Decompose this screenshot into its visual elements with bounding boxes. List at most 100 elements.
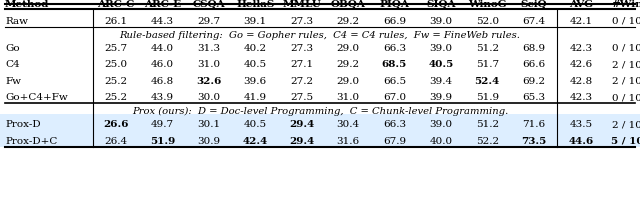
Text: 52.2: 52.2 bbox=[476, 136, 499, 145]
Text: WinoG: WinoG bbox=[468, 0, 506, 9]
Text: 43.9: 43.9 bbox=[151, 93, 174, 102]
Text: 0 / 10: 0 / 10 bbox=[612, 93, 640, 102]
Text: SciQ: SciQ bbox=[520, 0, 547, 9]
Text: 2 / 10: 2 / 10 bbox=[612, 60, 640, 69]
Text: 25.2: 25.2 bbox=[104, 77, 127, 86]
Text: 42.8: 42.8 bbox=[570, 77, 593, 86]
Text: CSQA: CSQA bbox=[193, 0, 225, 9]
Text: 26.1: 26.1 bbox=[104, 16, 127, 26]
Text: C4: C4 bbox=[5, 60, 20, 69]
Text: 27.3: 27.3 bbox=[290, 44, 313, 53]
Text: 46.8: 46.8 bbox=[151, 77, 174, 86]
Text: 65.3: 65.3 bbox=[522, 93, 545, 102]
Text: 29.7: 29.7 bbox=[197, 16, 220, 26]
Text: 51.9: 51.9 bbox=[150, 136, 175, 145]
Text: 40.5: 40.5 bbox=[244, 120, 267, 129]
Text: OBQA: OBQA bbox=[331, 0, 365, 9]
Text: 66.9: 66.9 bbox=[383, 16, 406, 26]
Text: 27.3: 27.3 bbox=[290, 16, 313, 26]
Text: 42.3: 42.3 bbox=[570, 93, 593, 102]
Text: 2 / 10: 2 / 10 bbox=[612, 77, 640, 86]
Text: 30.4: 30.4 bbox=[337, 120, 360, 129]
Text: 51.9: 51.9 bbox=[476, 93, 499, 102]
Text: 44.0: 44.0 bbox=[151, 44, 174, 53]
Text: 66.5: 66.5 bbox=[383, 77, 406, 86]
Text: 30.0: 30.0 bbox=[197, 93, 220, 102]
Text: 31.0: 31.0 bbox=[197, 60, 220, 69]
Text: 73.5: 73.5 bbox=[521, 136, 546, 145]
Text: 71.6: 71.6 bbox=[522, 120, 545, 129]
Text: 31.0: 31.0 bbox=[337, 93, 360, 102]
Text: Prox (ours):  D = Doc-level Programming,  C = Chunk-level Programming.: Prox (ours): D = Doc-level Programming, … bbox=[132, 107, 508, 116]
Text: 30.1: 30.1 bbox=[197, 120, 220, 129]
Text: 0 / 10: 0 / 10 bbox=[612, 16, 640, 26]
Text: AVG: AVG bbox=[569, 0, 593, 9]
Text: 39.0: 39.0 bbox=[429, 120, 452, 129]
Text: 68.5: 68.5 bbox=[382, 60, 407, 69]
Text: 29.4: 29.4 bbox=[289, 120, 314, 129]
Text: 26.6: 26.6 bbox=[103, 120, 129, 129]
Text: Method: Method bbox=[5, 0, 49, 9]
Text: ARC-C: ARC-C bbox=[97, 0, 134, 9]
Text: Raw: Raw bbox=[5, 16, 28, 26]
Text: 2 / 10: 2 / 10 bbox=[612, 120, 640, 129]
Text: 44.3: 44.3 bbox=[151, 16, 174, 26]
Text: 30.9: 30.9 bbox=[197, 136, 220, 145]
Text: 52.4: 52.4 bbox=[475, 77, 500, 86]
Text: 39.9: 39.9 bbox=[429, 93, 452, 102]
Bar bbox=[0, 114, 640, 147]
Text: 42.3: 42.3 bbox=[570, 44, 593, 53]
Text: Prox-D+C: Prox-D+C bbox=[5, 136, 58, 145]
Text: 39.4: 39.4 bbox=[429, 77, 452, 86]
Text: Prox-D: Prox-D bbox=[5, 120, 40, 129]
Text: SIQA: SIQA bbox=[426, 0, 456, 9]
Text: 46.0: 46.0 bbox=[151, 60, 174, 69]
Text: 39.0: 39.0 bbox=[429, 16, 452, 26]
Text: 25.2: 25.2 bbox=[104, 93, 127, 102]
Text: 27.1: 27.1 bbox=[290, 60, 313, 69]
Text: PIQA: PIQA bbox=[380, 0, 410, 9]
Text: 66.3: 66.3 bbox=[383, 44, 406, 53]
Text: 32.6: 32.6 bbox=[196, 77, 221, 86]
Text: 31.3: 31.3 bbox=[197, 44, 220, 53]
Text: 40.5: 40.5 bbox=[244, 60, 267, 69]
Text: 39.6: 39.6 bbox=[244, 77, 267, 86]
Text: 41.9: 41.9 bbox=[244, 93, 267, 102]
Text: 42.1: 42.1 bbox=[570, 16, 593, 26]
Text: 69.2: 69.2 bbox=[522, 77, 545, 86]
Text: 26.4: 26.4 bbox=[104, 136, 127, 145]
Text: Fw: Fw bbox=[5, 77, 21, 86]
Text: 49.7: 49.7 bbox=[151, 120, 174, 129]
Text: 40.0: 40.0 bbox=[429, 136, 452, 145]
Text: 29.0: 29.0 bbox=[337, 44, 360, 53]
Text: MMLU: MMLU bbox=[282, 0, 321, 9]
Text: 44.6: 44.6 bbox=[568, 136, 594, 145]
Text: Go: Go bbox=[5, 44, 20, 53]
Text: 51.7: 51.7 bbox=[476, 60, 499, 69]
Text: 29.2: 29.2 bbox=[337, 60, 360, 69]
Text: 39.1: 39.1 bbox=[244, 16, 267, 26]
Text: 25.7: 25.7 bbox=[104, 44, 127, 53]
Text: 29.0: 29.0 bbox=[337, 77, 360, 86]
Text: 42.6: 42.6 bbox=[570, 60, 593, 69]
Text: HellaS: HellaS bbox=[236, 0, 275, 9]
Text: 51.2: 51.2 bbox=[476, 120, 499, 129]
Text: Go+C4+Fw: Go+C4+Fw bbox=[5, 93, 68, 102]
Text: 39.0: 39.0 bbox=[429, 44, 452, 53]
Text: 66.3: 66.3 bbox=[383, 120, 406, 129]
Text: 5 / 10: 5 / 10 bbox=[611, 136, 640, 145]
Text: 67.0: 67.0 bbox=[383, 93, 406, 102]
Text: 29.4: 29.4 bbox=[289, 136, 314, 145]
Text: 25.0: 25.0 bbox=[104, 60, 127, 69]
Text: 0 / 10: 0 / 10 bbox=[612, 44, 640, 53]
Text: 27.5: 27.5 bbox=[290, 93, 313, 102]
Text: 67.9: 67.9 bbox=[383, 136, 406, 145]
Text: 27.2: 27.2 bbox=[290, 77, 313, 86]
Text: 31.6: 31.6 bbox=[337, 136, 360, 145]
Text: 40.5: 40.5 bbox=[428, 60, 453, 69]
Text: ARC-E: ARC-E bbox=[144, 0, 181, 9]
Text: 52.0: 52.0 bbox=[476, 16, 499, 26]
Text: 51.2: 51.2 bbox=[476, 44, 499, 53]
Text: #Win: #Win bbox=[611, 0, 640, 9]
Text: Rule-based filtering:  Go = Gopher rules,  C4 = C4 rules,  Fw = FineWeb rules.: Rule-based filtering: Go = Gopher rules,… bbox=[120, 31, 520, 40]
